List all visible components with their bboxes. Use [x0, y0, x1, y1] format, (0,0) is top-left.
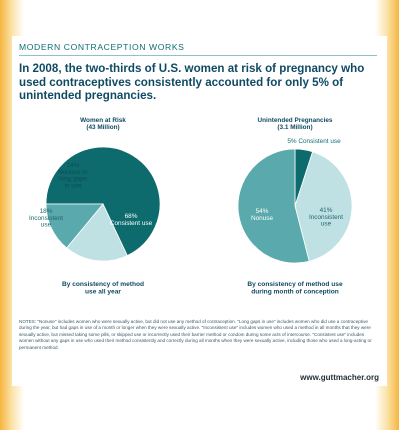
slice-label: 41% Inconsistent use [309, 207, 343, 228]
source-url[interactable]: www.guttmacher.org [300, 373, 379, 382]
infographic-card: MODERN CONTRACEPTION WORKS In 2008, the … [12, 36, 387, 386]
pie-chart-women-at-risk: Women at Risk (43 Million) 68% Consistent u… [29, 117, 161, 296]
kicker: MODERN CONTRACEPTION WORKS [19, 42, 185, 52]
slice-label: 14% Nonuse or long gaps in use [58, 162, 88, 189]
chart-title: Unintended Pregnancies (3.1 Million) [258, 117, 333, 131]
pie-slice [45, 146, 161, 257]
pie-chart-unintended-pregnancies: Unintended Pregnancies (3.1 Million) 5% Co… [237, 117, 353, 296]
headline: In 2008, the two-thirds of U.S. women at… [19, 62, 365, 102]
chart-caption: By consistency of method use all year [62, 281, 144, 296]
slice-label: 18% Inconsistent use [29, 208, 63, 229]
chart-title: Women at Risk (43 Million) [80, 117, 126, 131]
pie-slice [237, 148, 310, 264]
pie-slice [294, 151, 353, 262]
slice-label: 54% Nonuse [251, 208, 273, 222]
pie-slice [66, 203, 128, 262]
pie-slice [45, 203, 104, 249]
divider [19, 55, 377, 56]
notes: NOTES: "Nonuse" includes women who were … [19, 319, 372, 350]
slice-label: 5% Consistent use [287, 138, 341, 145]
pie-charts: Women at Risk (43 Million) 68% Consistent u… [29, 117, 353, 296]
slice-label: 68% Consistent use [110, 213, 153, 227]
chart-caption: By consistency of method use during month… [247, 281, 343, 296]
